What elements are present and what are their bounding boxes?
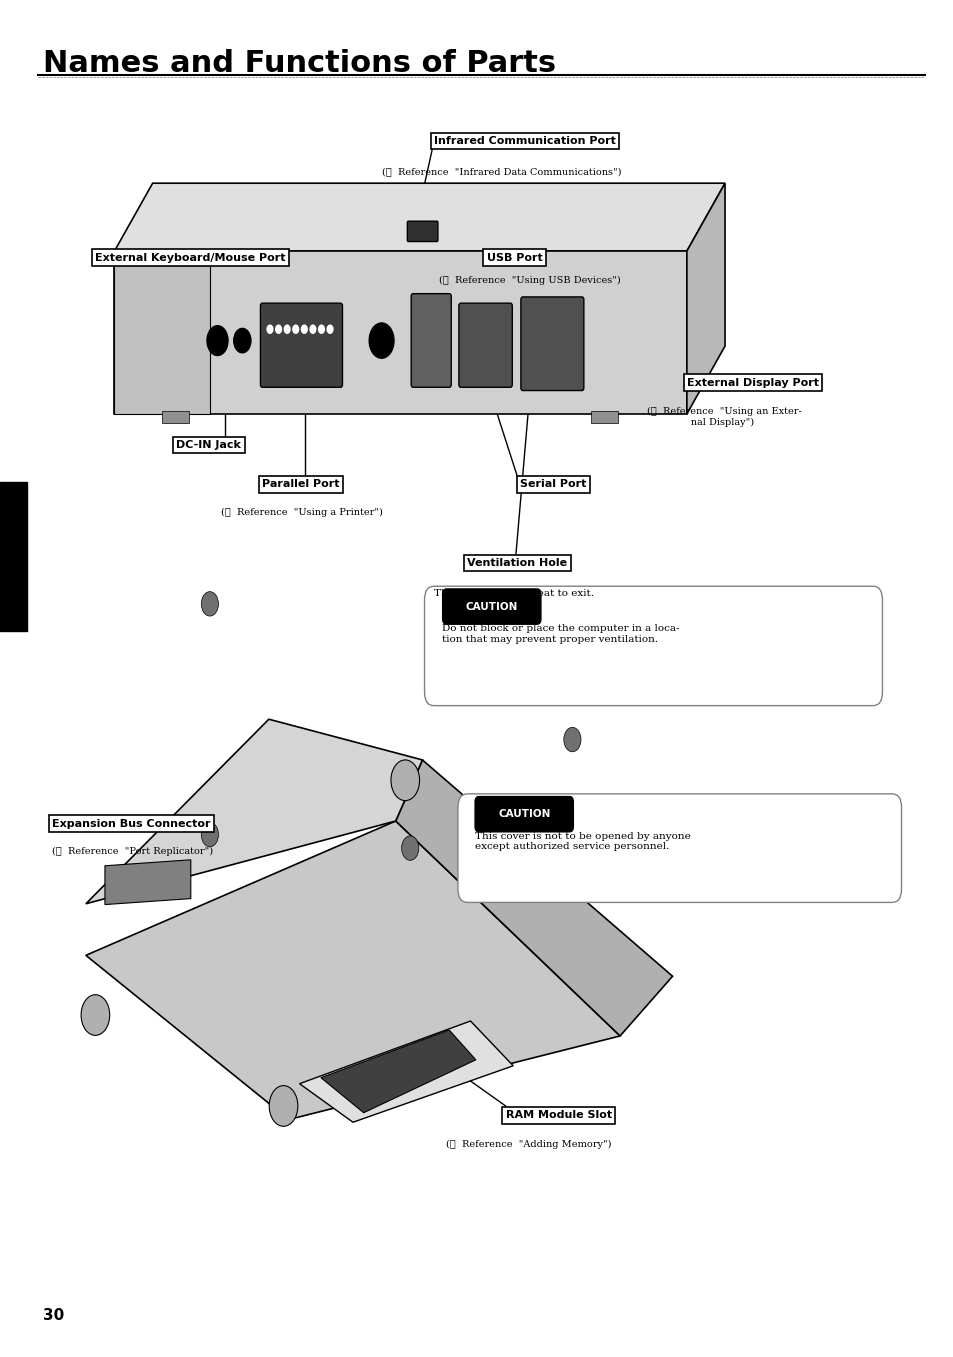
Circle shape bbox=[269, 1086, 297, 1126]
Polygon shape bbox=[105, 860, 191, 905]
Polygon shape bbox=[686, 183, 724, 414]
Polygon shape bbox=[320, 1030, 476, 1113]
Text: CAUTION: CAUTION bbox=[465, 601, 517, 612]
Circle shape bbox=[284, 326, 290, 334]
Bar bbox=[591, 411, 618, 423]
FancyBboxPatch shape bbox=[458, 303, 512, 387]
Polygon shape bbox=[114, 183, 724, 251]
Text: (Ⓡ  Reference  "Port Replicator"): (Ⓡ Reference "Port Replicator") bbox=[52, 847, 213, 856]
Bar bbox=[0, 482, 27, 631]
Circle shape bbox=[81, 995, 110, 1035]
Circle shape bbox=[327, 326, 333, 334]
Text: Names and Functions of Parts: Names and Functions of Parts bbox=[43, 49, 556, 77]
Text: (Ⓡ  Reference  "Using a Printer"): (Ⓡ Reference "Using a Printer") bbox=[221, 508, 383, 517]
Text: External Keyboard/Mouse Port: External Keyboard/Mouse Port bbox=[95, 252, 286, 263]
Circle shape bbox=[275, 326, 281, 334]
Text: These holes allow heat to exit.: These holes allow heat to exit. bbox=[434, 589, 594, 598]
FancyBboxPatch shape bbox=[411, 293, 451, 387]
Circle shape bbox=[563, 727, 580, 752]
Circle shape bbox=[267, 326, 273, 334]
Polygon shape bbox=[114, 251, 686, 414]
Polygon shape bbox=[86, 821, 619, 1120]
Circle shape bbox=[318, 326, 324, 334]
Circle shape bbox=[310, 326, 315, 334]
Circle shape bbox=[201, 592, 218, 616]
Text: RAM Module Slot: RAM Module Slot bbox=[505, 1110, 611, 1121]
Text: Serial Port: Serial Port bbox=[519, 479, 586, 490]
FancyBboxPatch shape bbox=[442, 589, 540, 624]
Text: Parallel Port: Parallel Port bbox=[262, 479, 339, 490]
Text: (Ⓡ  Reference  "Infrared Data Communications"): (Ⓡ Reference "Infrared Data Communicatio… bbox=[381, 167, 620, 176]
Polygon shape bbox=[299, 1020, 513, 1122]
Polygon shape bbox=[395, 760, 672, 1035]
Text: Ventilation Hole: Ventilation Hole bbox=[467, 558, 567, 569]
Circle shape bbox=[606, 836, 623, 860]
Circle shape bbox=[233, 328, 251, 353]
Text: Expansion Bus Connector: Expansion Bus Connector bbox=[52, 818, 211, 829]
Text: External Display Port: External Display Port bbox=[686, 377, 818, 388]
FancyBboxPatch shape bbox=[457, 794, 901, 902]
Circle shape bbox=[391, 760, 419, 801]
FancyBboxPatch shape bbox=[407, 221, 437, 242]
Text: This cover is not to be opened by anyone
except authorized service personnel.: This cover is not to be opened by anyone… bbox=[475, 832, 690, 851]
Text: USB Port: USB Port bbox=[486, 252, 541, 263]
FancyBboxPatch shape bbox=[424, 586, 882, 706]
Circle shape bbox=[369, 323, 394, 358]
Text: Do not block or place the computer in a loca-
tion that may prevent proper venti: Do not block or place the computer in a … bbox=[441, 624, 679, 643]
Circle shape bbox=[301, 326, 307, 334]
Text: DC-IN Jack: DC-IN Jack bbox=[176, 440, 241, 451]
FancyBboxPatch shape bbox=[260, 303, 342, 387]
Text: 30: 30 bbox=[43, 1308, 64, 1323]
Circle shape bbox=[207, 326, 228, 356]
Circle shape bbox=[293, 326, 298, 334]
Polygon shape bbox=[86, 719, 422, 904]
Circle shape bbox=[401, 836, 418, 860]
Text: Infrared Communication Port: Infrared Communication Port bbox=[434, 136, 616, 147]
Text: CAUTION: CAUTION bbox=[498, 809, 550, 820]
Bar bbox=[162, 411, 189, 423]
Circle shape bbox=[611, 592, 628, 616]
Text: (Ⓡ  Reference  "Adding Memory"): (Ⓡ Reference "Adding Memory") bbox=[446, 1140, 611, 1149]
FancyBboxPatch shape bbox=[475, 797, 573, 832]
Text: (Ⓡ  Reference  "Using an Exter-
              nal Display"): (Ⓡ Reference "Using an Exter- nal Displa… bbox=[646, 407, 801, 426]
Text: (Ⓡ  Reference  "Using USB Devices"): (Ⓡ Reference "Using USB Devices") bbox=[438, 275, 620, 285]
Circle shape bbox=[201, 822, 218, 847]
FancyBboxPatch shape bbox=[520, 297, 583, 391]
Polygon shape bbox=[114, 251, 210, 414]
